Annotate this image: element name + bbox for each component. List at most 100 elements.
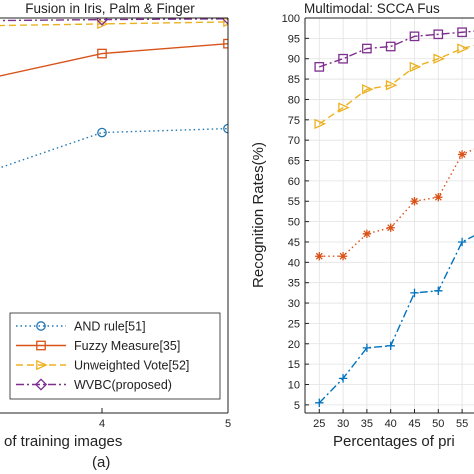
left-series-layer bbox=[0, 18, 228, 169]
right-data-point bbox=[362, 84, 374, 95]
right-data-point bbox=[386, 341, 395, 351]
right-x-axis-label: Percentages of pri bbox=[333, 433, 455, 450]
right-data-point bbox=[338, 252, 348, 261]
right-y-tick-label: 80 bbox=[288, 94, 300, 106]
right-y-tick-label: 65 bbox=[288, 156, 300, 168]
right-data-point bbox=[385, 79, 398, 91]
right-series-line bbox=[319, 30, 474, 68]
left-series-line bbox=[0, 21, 228, 27]
chart-right: Multimodal: SCCA Fus 5 10 15 20 25 30 35 40 45 50… bbox=[250, 1, 474, 450]
right-grid bbox=[305, 18, 474, 413]
right-data-point bbox=[434, 286, 443, 296]
right-data-point bbox=[362, 43, 372, 54]
right-series-1 bbox=[314, 27, 474, 72]
right-data-point bbox=[315, 398, 324, 408]
right-data-point bbox=[457, 27, 467, 38]
left-legend: AND rule[51] Fuzzy Measure[35] Unweighted … bbox=[9, 312, 221, 400]
right-y-tick-label: 15 bbox=[288, 359, 300, 371]
left-data-point bbox=[223, 18, 228, 28]
right-series-layer bbox=[314, 27, 474, 408]
right-y-tick-label: 40 bbox=[288, 257, 300, 269]
right-y-tick-label: 100 bbox=[282, 13, 300, 25]
right-y-tick-label: 75 bbox=[288, 115, 300, 127]
right-y-tick-label: 20 bbox=[288, 339, 300, 351]
right-data-point bbox=[386, 223, 395, 232]
left-series-line bbox=[0, 127, 228, 169]
right-chart-title: Multimodal: SCCA Fus bbox=[304, 1, 440, 16]
right-data-point bbox=[410, 288, 419, 298]
left-x-axis-label: of training images bbox=[4, 433, 122, 450]
right-data-point bbox=[315, 252, 324, 261]
right-x-tick-label: 50 bbox=[432, 418, 444, 430]
right-data-point bbox=[457, 43, 469, 54]
right-y-tick-label: 35 bbox=[288, 278, 300, 290]
right-data-point bbox=[434, 192, 443, 202]
right-data-point bbox=[457, 150, 467, 159]
right-series-4 bbox=[315, 235, 474, 408]
right-series-3 bbox=[315, 148, 474, 261]
right-series-line bbox=[319, 148, 474, 257]
right-data-point bbox=[410, 197, 419, 206]
right-y-tick-label: 50 bbox=[288, 217, 300, 229]
right-data-point bbox=[314, 62, 325, 72]
left-legend-marker bbox=[36, 321, 46, 331]
left-series-1 bbox=[0, 123, 228, 169]
left-legend-marker bbox=[36, 340, 46, 351]
right-y-ticks: 5 10 15 20 25 30 35 40 45 50 55 60 65 70 75 80 85 90 95 100 bbox=[282, 13, 309, 412]
right-x-tick-label: 25 bbox=[313, 418, 325, 430]
right-y-tick-label: 60 bbox=[288, 176, 300, 188]
left-legend-marker bbox=[36, 359, 48, 371]
right-y-tick-label: 95 bbox=[288, 33, 300, 45]
left-x-tick-label: 4 bbox=[99, 418, 105, 430]
left-legend-label: Fuzzy Measure[35] bbox=[74, 339, 180, 353]
right-y-tick-label: 25 bbox=[288, 318, 300, 330]
left-legend-entry: Fuzzy Measure[35] bbox=[16, 339, 180, 353]
left-data-point bbox=[97, 18, 109, 30]
right-x-tick-label: 30 bbox=[337, 418, 349, 430]
right-data-point bbox=[409, 31, 420, 42]
left-x-tick-label: 5 bbox=[225, 418, 231, 430]
right-data-point bbox=[338, 374, 348, 383]
right-data-point bbox=[314, 118, 327, 130]
right-x-tick-label: 45 bbox=[408, 418, 420, 430]
right-x-ticks: 25 30 35 40 45 50 55 bbox=[313, 409, 468, 430]
right-y-tick-label: 70 bbox=[288, 135, 300, 147]
right-x-tick-label: 35 bbox=[361, 418, 373, 430]
right-data-point bbox=[433, 29, 444, 40]
left-legend-entry: AND rule[51] bbox=[16, 320, 146, 334]
right-y-tick-label: 45 bbox=[288, 237, 300, 249]
left-data-point bbox=[95, 18, 109, 26]
right-y-tick-label: 90 bbox=[288, 54, 300, 66]
right-x-tick-label: 40 bbox=[385, 418, 397, 430]
right-data-point bbox=[338, 102, 350, 113]
right-y-tick-label: 5 bbox=[294, 400, 300, 412]
left-data-point bbox=[97, 48, 107, 59]
left-legend-label: Unweighted Vote[52] bbox=[74, 359, 189, 373]
left-data-point bbox=[223, 123, 228, 134]
left-series-line bbox=[0, 42, 228, 77]
left-legend-marker bbox=[34, 378, 48, 391]
right-x-tick-label: 55 bbox=[456, 418, 468, 430]
left-legend-label: AND rule[51] bbox=[74, 320, 146, 334]
left-legend-entry: Unweighted Vote[52] bbox=[16, 359, 189, 373]
right-data-point bbox=[433, 53, 446, 64]
right-y-tick-label: 55 bbox=[288, 196, 300, 208]
left-data-point bbox=[223, 38, 228, 49]
subfigure-label: (a) bbox=[92, 454, 110, 471]
right-y-tick-label: 10 bbox=[288, 379, 300, 391]
left-legend-label: WVBC(proposed) bbox=[74, 378, 172, 392]
right-data-point bbox=[385, 41, 396, 52]
right-data-point bbox=[457, 237, 467, 247]
left-series-line bbox=[0, 18, 228, 22]
right-y-axis-label: Recognition Rates(%) bbox=[250, 142, 267, 288]
left-legend-entry: WVBC(proposed) bbox=[16, 378, 172, 392]
right-data-point bbox=[362, 229, 372, 239]
right-series-2 bbox=[314, 43, 474, 130]
right-data-point bbox=[362, 343, 372, 353]
left-chart-title: Fusion in Iris, Palm & Finger bbox=[25, 1, 195, 16]
right-data-point bbox=[409, 61, 422, 73]
right-y-tick-label: 85 bbox=[288, 74, 300, 86]
left-series-2 bbox=[0, 38, 228, 77]
